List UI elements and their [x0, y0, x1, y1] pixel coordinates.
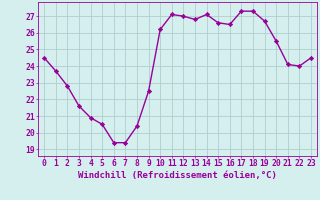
- X-axis label: Windchill (Refroidissement éolien,°C): Windchill (Refroidissement éolien,°C): [78, 171, 277, 180]
